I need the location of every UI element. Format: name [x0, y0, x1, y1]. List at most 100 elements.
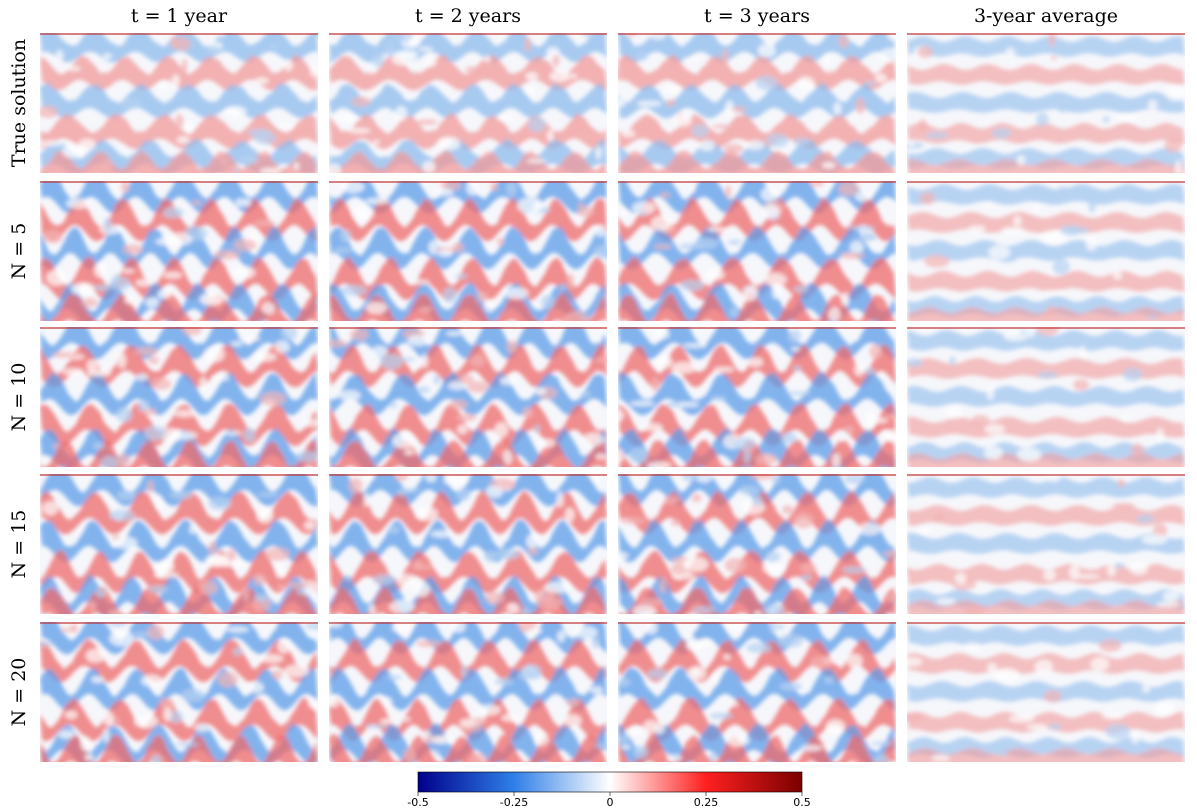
- field-eddy: [176, 136, 190, 144]
- field-band: [618, 439, 896, 467]
- field-eddy: [712, 672, 720, 686]
- field-eddy: [208, 541, 217, 556]
- field-eddy: [525, 72, 539, 80]
- field-eddy: [104, 711, 114, 727]
- field-eddy: [46, 269, 67, 286]
- field-eddy: [567, 273, 575, 289]
- field-eddy: [643, 720, 658, 734]
- field-eddy: [828, 307, 841, 321]
- field-eddy: [731, 106, 747, 113]
- field-eddy: [671, 361, 696, 374]
- field-eddy: [663, 495, 680, 505]
- field-eddy: [454, 273, 468, 279]
- field-eddy: [380, 718, 393, 725]
- field-eddy: [566, 698, 581, 707]
- field-eddy: [137, 400, 150, 412]
- field-band: [907, 505, 1185, 526]
- field-eddy: [388, 402, 398, 409]
- field-eddy: [620, 734, 629, 745]
- colorbar-tick-label: -0.25: [500, 796, 528, 809]
- field-eddy: [114, 536, 138, 549]
- field-eddy: [70, 622, 77, 633]
- field-panel: [40, 327, 318, 467]
- field-bands: [618, 33, 896, 173]
- field-eddy: [1175, 160, 1182, 173]
- field-eddy: [433, 749, 440, 755]
- field-eddy: [682, 57, 701, 62]
- field-band: [618, 256, 896, 301]
- field-eddy: [102, 53, 112, 60]
- field-eddy: [485, 591, 505, 605]
- field-eddy: [494, 677, 514, 686]
- field-eddy: [671, 562, 687, 576]
- field-eddy: [620, 517, 646, 525]
- field-bands: [329, 181, 607, 321]
- field-eddy: [682, 343, 707, 348]
- row-label: N = 10: [8, 363, 30, 432]
- field-eddy: [256, 507, 274, 524]
- field-eddy: [161, 428, 181, 443]
- field-eddy: [793, 365, 802, 372]
- field-eddy: [394, 106, 408, 122]
- field-eddy: [247, 128, 271, 137]
- field-eddy: [283, 59, 294, 72]
- field-eddy: [870, 741, 893, 746]
- field-eddy: [372, 139, 381, 145]
- field-eddy: [765, 550, 781, 563]
- field-eddy: [329, 339, 347, 348]
- colorbar-tick-label: 0: [607, 796, 614, 809]
- field-band: [329, 225, 607, 270]
- field-eddy: [170, 36, 179, 49]
- field-eddy: [265, 547, 290, 561]
- field-band: [618, 519, 896, 563]
- field-eddy: [645, 622, 658, 635]
- field-eddy: [1088, 200, 1096, 213]
- field-eddy: [642, 423, 663, 432]
- field-eddy: [1122, 684, 1131, 698]
- field-band: [329, 371, 607, 416]
- field-eddy: [399, 487, 420, 493]
- field-eddy: [556, 491, 564, 508]
- field-eddy: [1026, 723, 1049, 731]
- field-eddy: [243, 427, 256, 443]
- field-eddy: [148, 585, 168, 594]
- field-eddy: [1058, 106, 1067, 113]
- field-eddy: [629, 400, 655, 407]
- field-eddy: [467, 381, 489, 393]
- field-band: [618, 197, 896, 242]
- field-band: [907, 240, 1185, 261]
- field-eddy: [387, 525, 400, 534]
- field-eddy: [987, 662, 997, 673]
- field-band: [907, 453, 1185, 467]
- field-eddy: [677, 402, 700, 408]
- field-eddy: [730, 307, 739, 318]
- field-eddy: [651, 377, 660, 392]
- field-eddy: [116, 453, 131, 467]
- field-eddy: [175, 742, 200, 747]
- field-eddy: [141, 674, 162, 687]
- field-eddy: [647, 668, 668, 680]
- field-eddy: [918, 119, 928, 134]
- field-band: [907, 748, 1185, 762]
- field-eddy: [1043, 290, 1065, 296]
- field-eddy: [122, 244, 143, 255]
- field-eddy: [692, 606, 716, 614]
- field-eddy: [95, 588, 106, 598]
- field-eddy: [344, 575, 352, 582]
- field-eddy: [710, 396, 727, 401]
- field-band: [40, 638, 318, 683]
- field-eddy: [458, 374, 474, 385]
- field-eddy: [254, 219, 276, 227]
- field-eddy: [1075, 574, 1100, 579]
- field-eddy: [169, 491, 193, 499]
- field-eddy: [434, 188, 454, 197]
- field-eddy: [117, 490, 137, 500]
- field-eddy: [1024, 327, 1036, 338]
- field-eddy: [544, 581, 570, 594]
- colorbar-tick-label: 0.25: [694, 796, 719, 809]
- field-eddy: [168, 710, 183, 724]
- field-eddy: [86, 359, 98, 373]
- field-eddy: [233, 266, 256, 279]
- field-eddy: [887, 593, 896, 603]
- field-eddy: [148, 356, 160, 365]
